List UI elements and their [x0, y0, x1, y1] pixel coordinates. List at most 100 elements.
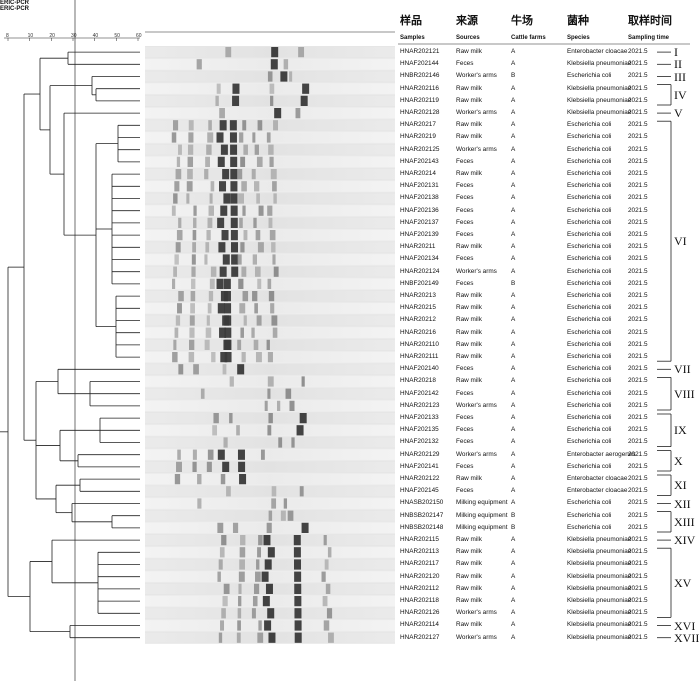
- cell-farm: A: [511, 133, 516, 141]
- cell-farm: B: [511, 279, 516, 287]
- cluster-label: XIV: [674, 533, 696, 548]
- cluster-bracket: [657, 547, 672, 618]
- cell-time: 2021.5: [628, 475, 648, 482]
- gel-lane: [145, 583, 395, 595]
- cell-sample: HNAF202137: [400, 218, 439, 226]
- gel-lane: [145, 558, 395, 571]
- cell-sample: HNAR202116: [400, 84, 439, 92]
- cell-species: Escherichia coli: [567, 292, 612, 299]
- cell-sample: HNAR202125: [400, 145, 440, 153]
- cell-farm: A: [511, 194, 516, 202]
- gel-lane: [145, 168, 395, 180]
- gel-lane: [145, 595, 395, 607]
- cluster-bracket: [657, 413, 672, 448]
- cell-species: Escherichia coli: [567, 121, 612, 129]
- cell-time: 2021.5: [628, 145, 648, 153]
- cell-time: 2021.5: [628, 609, 648, 617]
- cell-sample: HNAR202122: [400, 475, 440, 482]
- cell-species: Escherichia coli: [567, 401, 612, 409]
- cell-source: Raw milk: [456, 353, 482, 360]
- cell-source: Feces: [456, 462, 474, 470]
- cell-farm: A: [511, 353, 516, 360]
- cell-species: Escherichia coli: [567, 511, 612, 519]
- cell-source: Raw milk: [456, 48, 482, 55]
- cell-source: Milking equipment: [456, 511, 508, 519]
- cell-farm: B: [511, 511, 516, 519]
- cell-sample: HNAR202111: [400, 353, 439, 360]
- gel-lane: [145, 632, 395, 644]
- cell-sample: HNAF202144: [400, 60, 439, 68]
- cell-time: 2021.5: [628, 401, 648, 409]
- cell-source: Feces: [456, 487, 474, 495]
- dendrogram-title: ERIC-PCR: [0, 0, 30, 6]
- cell-species: Escherichia coli: [567, 414, 612, 421]
- cluster-label: VIII: [674, 386, 695, 401]
- cell-time: 2021.5: [628, 353, 648, 360]
- cell-farm: A: [511, 609, 516, 617]
- cell-species: Escherichia coli: [567, 170, 612, 177]
- cluster-label: VI: [674, 234, 687, 249]
- cell-time: 2021.5: [628, 450, 648, 458]
- cell-time: 2021.5: [628, 316, 648, 324]
- cell-time: 2021.5: [628, 170, 648, 177]
- cell-source: Raw milk: [456, 84, 482, 92]
- cell-time: 2021.5: [628, 267, 648, 275]
- cell-farm: A: [511, 121, 516, 129]
- header-zh: 牛场: [511, 14, 533, 27]
- cell-farm: A: [511, 633, 516, 641]
- cell-sample: HNAR20211: [400, 243, 436, 251]
- cell-species: Klebsiella pneumoniae: [567, 584, 632, 592]
- gel-lane: [145, 546, 395, 558]
- cell-species: Escherichia coli: [567, 499, 612, 507]
- header-zh: 菌种: [567, 14, 589, 27]
- cell-farm: A: [511, 499, 516, 507]
- gel-lane: [145, 327, 395, 339]
- cell-sample: HNAR20216: [400, 328, 436, 336]
- cell-source: Feces: [456, 231, 474, 238]
- cell-source: Feces: [456, 182, 474, 190]
- cell-sample: HNAR202117: [400, 560, 439, 568]
- cell-sample: HNAR202129: [400, 450, 440, 458]
- cell-time: 2021.5: [628, 279, 648, 287]
- cell-sample: HNAR202115: [400, 536, 439, 543]
- cell-source: Feces: [456, 365, 474, 373]
- cell-source: Worker's arms: [456, 450, 497, 458]
- cell-time: 2021.5: [628, 487, 648, 495]
- gel-lane: [145, 449, 395, 461]
- cell-farm: A: [511, 304, 516, 312]
- cell-source: Feces: [456, 438, 474, 446]
- gel-lane: [145, 522, 395, 534]
- gel-lane: [145, 290, 395, 302]
- gel-lane: [145, 424, 395, 436]
- cell-species: Klebsiella pneumoniae: [567, 109, 632, 116]
- scale-tick-label: 60: [136, 33, 142, 39]
- cell-species: Enterobacter cloacae: [567, 475, 628, 482]
- scale-tick-label: 30: [71, 33, 77, 39]
- cluster-label: I: [674, 45, 678, 60]
- gel-lane: [145, 58, 395, 70]
- gel-lane: [145, 339, 395, 351]
- cell-source: Worker's arms: [456, 267, 497, 275]
- cluster-bracket: [657, 474, 672, 496]
- gel-lane: [145, 436, 395, 449]
- cluster-bracket: [657, 376, 672, 411]
- cell-sample: HNAR202121: [400, 48, 440, 55]
- cell-farm: A: [511, 48, 516, 55]
- cell-time: 2021.5: [628, 511, 648, 519]
- gel-lane: [145, 241, 395, 253]
- cell-farm: A: [511, 450, 516, 458]
- cell-sample: HNAR202118: [400, 597, 439, 604]
- header-zh: 来源: [456, 14, 478, 27]
- cell-sample: HNAF202139: [400, 231, 439, 238]
- cell-farm: A: [511, 267, 516, 275]
- cell-farm: A: [511, 377, 516, 385]
- gel-lane: [145, 70, 395, 83]
- cell-source: Raw milk: [456, 548, 482, 556]
- cluster-label: XI: [674, 478, 687, 493]
- cell-time: 2021.5: [628, 597, 648, 604]
- cell-source: Worker's arms: [456, 633, 497, 641]
- cell-species: Escherichia coli: [567, 194, 612, 202]
- gel-lane: [145, 131, 395, 144]
- gel-lane: [145, 510, 395, 522]
- scale-tick-label: 20: [49, 33, 55, 39]
